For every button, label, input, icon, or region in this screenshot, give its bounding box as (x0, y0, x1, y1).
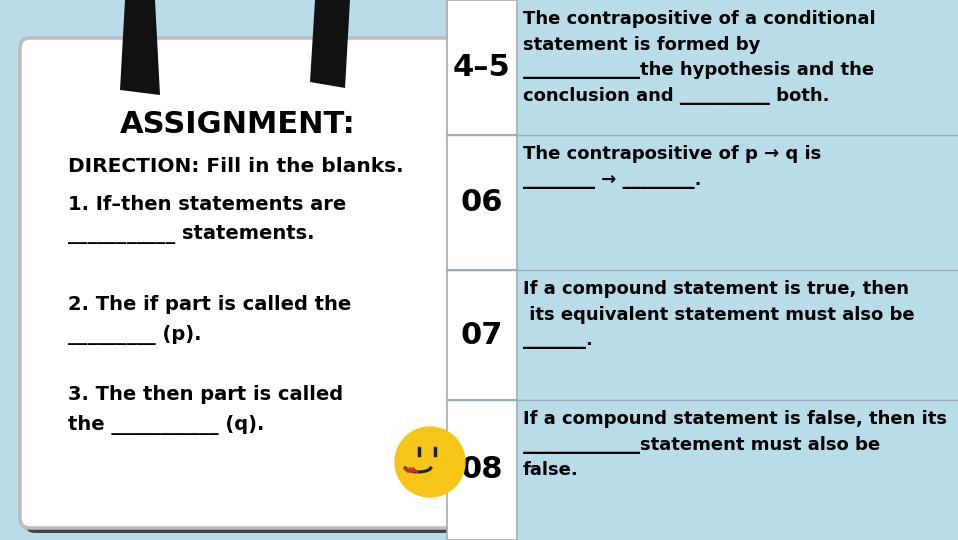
Text: The contrapositive of p → q is
________ → ________.: The contrapositive of p → q is ________ … (523, 145, 821, 188)
Bar (447, 135, 517, 270)
Text: The contrapositive of a conditional
statement is formed by
_____________the hypo: The contrapositive of a conditional stat… (523, 10, 876, 105)
Polygon shape (310, 0, 350, 88)
Text: 06: 06 (461, 188, 503, 217)
Text: 3. The then part is called: 3. The then part is called (68, 385, 343, 404)
Text: 1. If–then statements are: 1. If–then statements are (68, 195, 346, 214)
Bar (447, 400, 517, 540)
Text: DIRECTION: Fill in the blanks.: DIRECTION: Fill in the blanks. (68, 157, 403, 176)
FancyBboxPatch shape (25, 43, 460, 533)
Text: 4–5: 4–5 (453, 53, 511, 82)
Text: 08: 08 (461, 456, 503, 484)
Bar (447, 0, 517, 135)
Text: 2. The if part is called the: 2. The if part is called the (68, 295, 352, 314)
Text: the ___________ (q).: the ___________ (q). (68, 415, 264, 435)
Text: ASSIGNMENT:: ASSIGNMENT: (120, 110, 355, 139)
Text: If a compound statement is true, then
 its equivalent statement must also be
___: If a compound statement is true, then it… (523, 280, 915, 349)
Text: 07: 07 (461, 321, 503, 349)
Circle shape (395, 427, 465, 497)
Polygon shape (120, 0, 160, 95)
Text: If a compound statement is false, then its
_____________statement must also be
f: If a compound statement is false, then i… (523, 410, 947, 480)
FancyBboxPatch shape (20, 38, 455, 528)
Text: ___________ statements.: ___________ statements. (68, 225, 314, 244)
Bar (447, 270, 517, 400)
Text: _________ (p).: _________ (p). (68, 325, 201, 345)
